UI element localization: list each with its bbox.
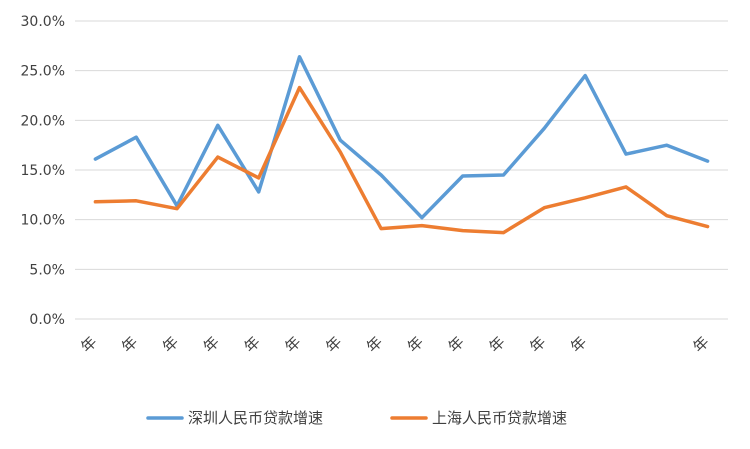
- x-tick-label: 年: [77, 333, 100, 356]
- legend-label: 上海人民币贷款增速: [432, 409, 567, 427]
- x-axis: 年年年年年年年年年年年年年年: [77, 333, 713, 356]
- x-tick-label: 年: [567, 333, 590, 356]
- x-tick-label: 年: [485, 333, 508, 356]
- x-tick-label: 年: [445, 333, 468, 356]
- x-tick-label: 年: [526, 333, 549, 356]
- x-tick-label: 年: [363, 333, 386, 356]
- x-tick-label: 年: [240, 333, 263, 356]
- x-tick-label: 年: [281, 333, 304, 356]
- series-lines: [93, 55, 710, 235]
- y-tick-label: 5.0%: [29, 262, 65, 278]
- x-tick-label: 年: [689, 333, 712, 356]
- y-tick-label: 0.0%: [29, 312, 65, 328]
- x-tick-label: 年: [404, 333, 427, 356]
- series-line-1: [93, 55, 710, 220]
- legend-label: 深圳人民币贷款增速: [188, 409, 323, 427]
- y-tick-label: 20.0%: [21, 113, 65, 129]
- legend: 深圳人民币贷款增速 上海人民币贷款增速: [146, 409, 567, 427]
- y-tick-label: 30.0%: [21, 14, 65, 30]
- gridlines: [75, 20, 728, 320]
- series-line-2: [93, 85, 710, 235]
- x-tick-label: 年: [322, 333, 345, 356]
- x-tick-label: 年: [200, 333, 223, 356]
- y-axis: 0.0% 5.0% 10.0% 15.0% 20.0% 25.0% 30.0%: [21, 14, 65, 328]
- y-tick-label: 25.0%: [21, 64, 65, 80]
- x-tick-label: 年: [118, 333, 141, 356]
- x-tick-label: 年: [159, 333, 182, 356]
- y-tick-label: 10.0%: [21, 213, 65, 229]
- y-tick-label: 15.0%: [21, 163, 65, 179]
